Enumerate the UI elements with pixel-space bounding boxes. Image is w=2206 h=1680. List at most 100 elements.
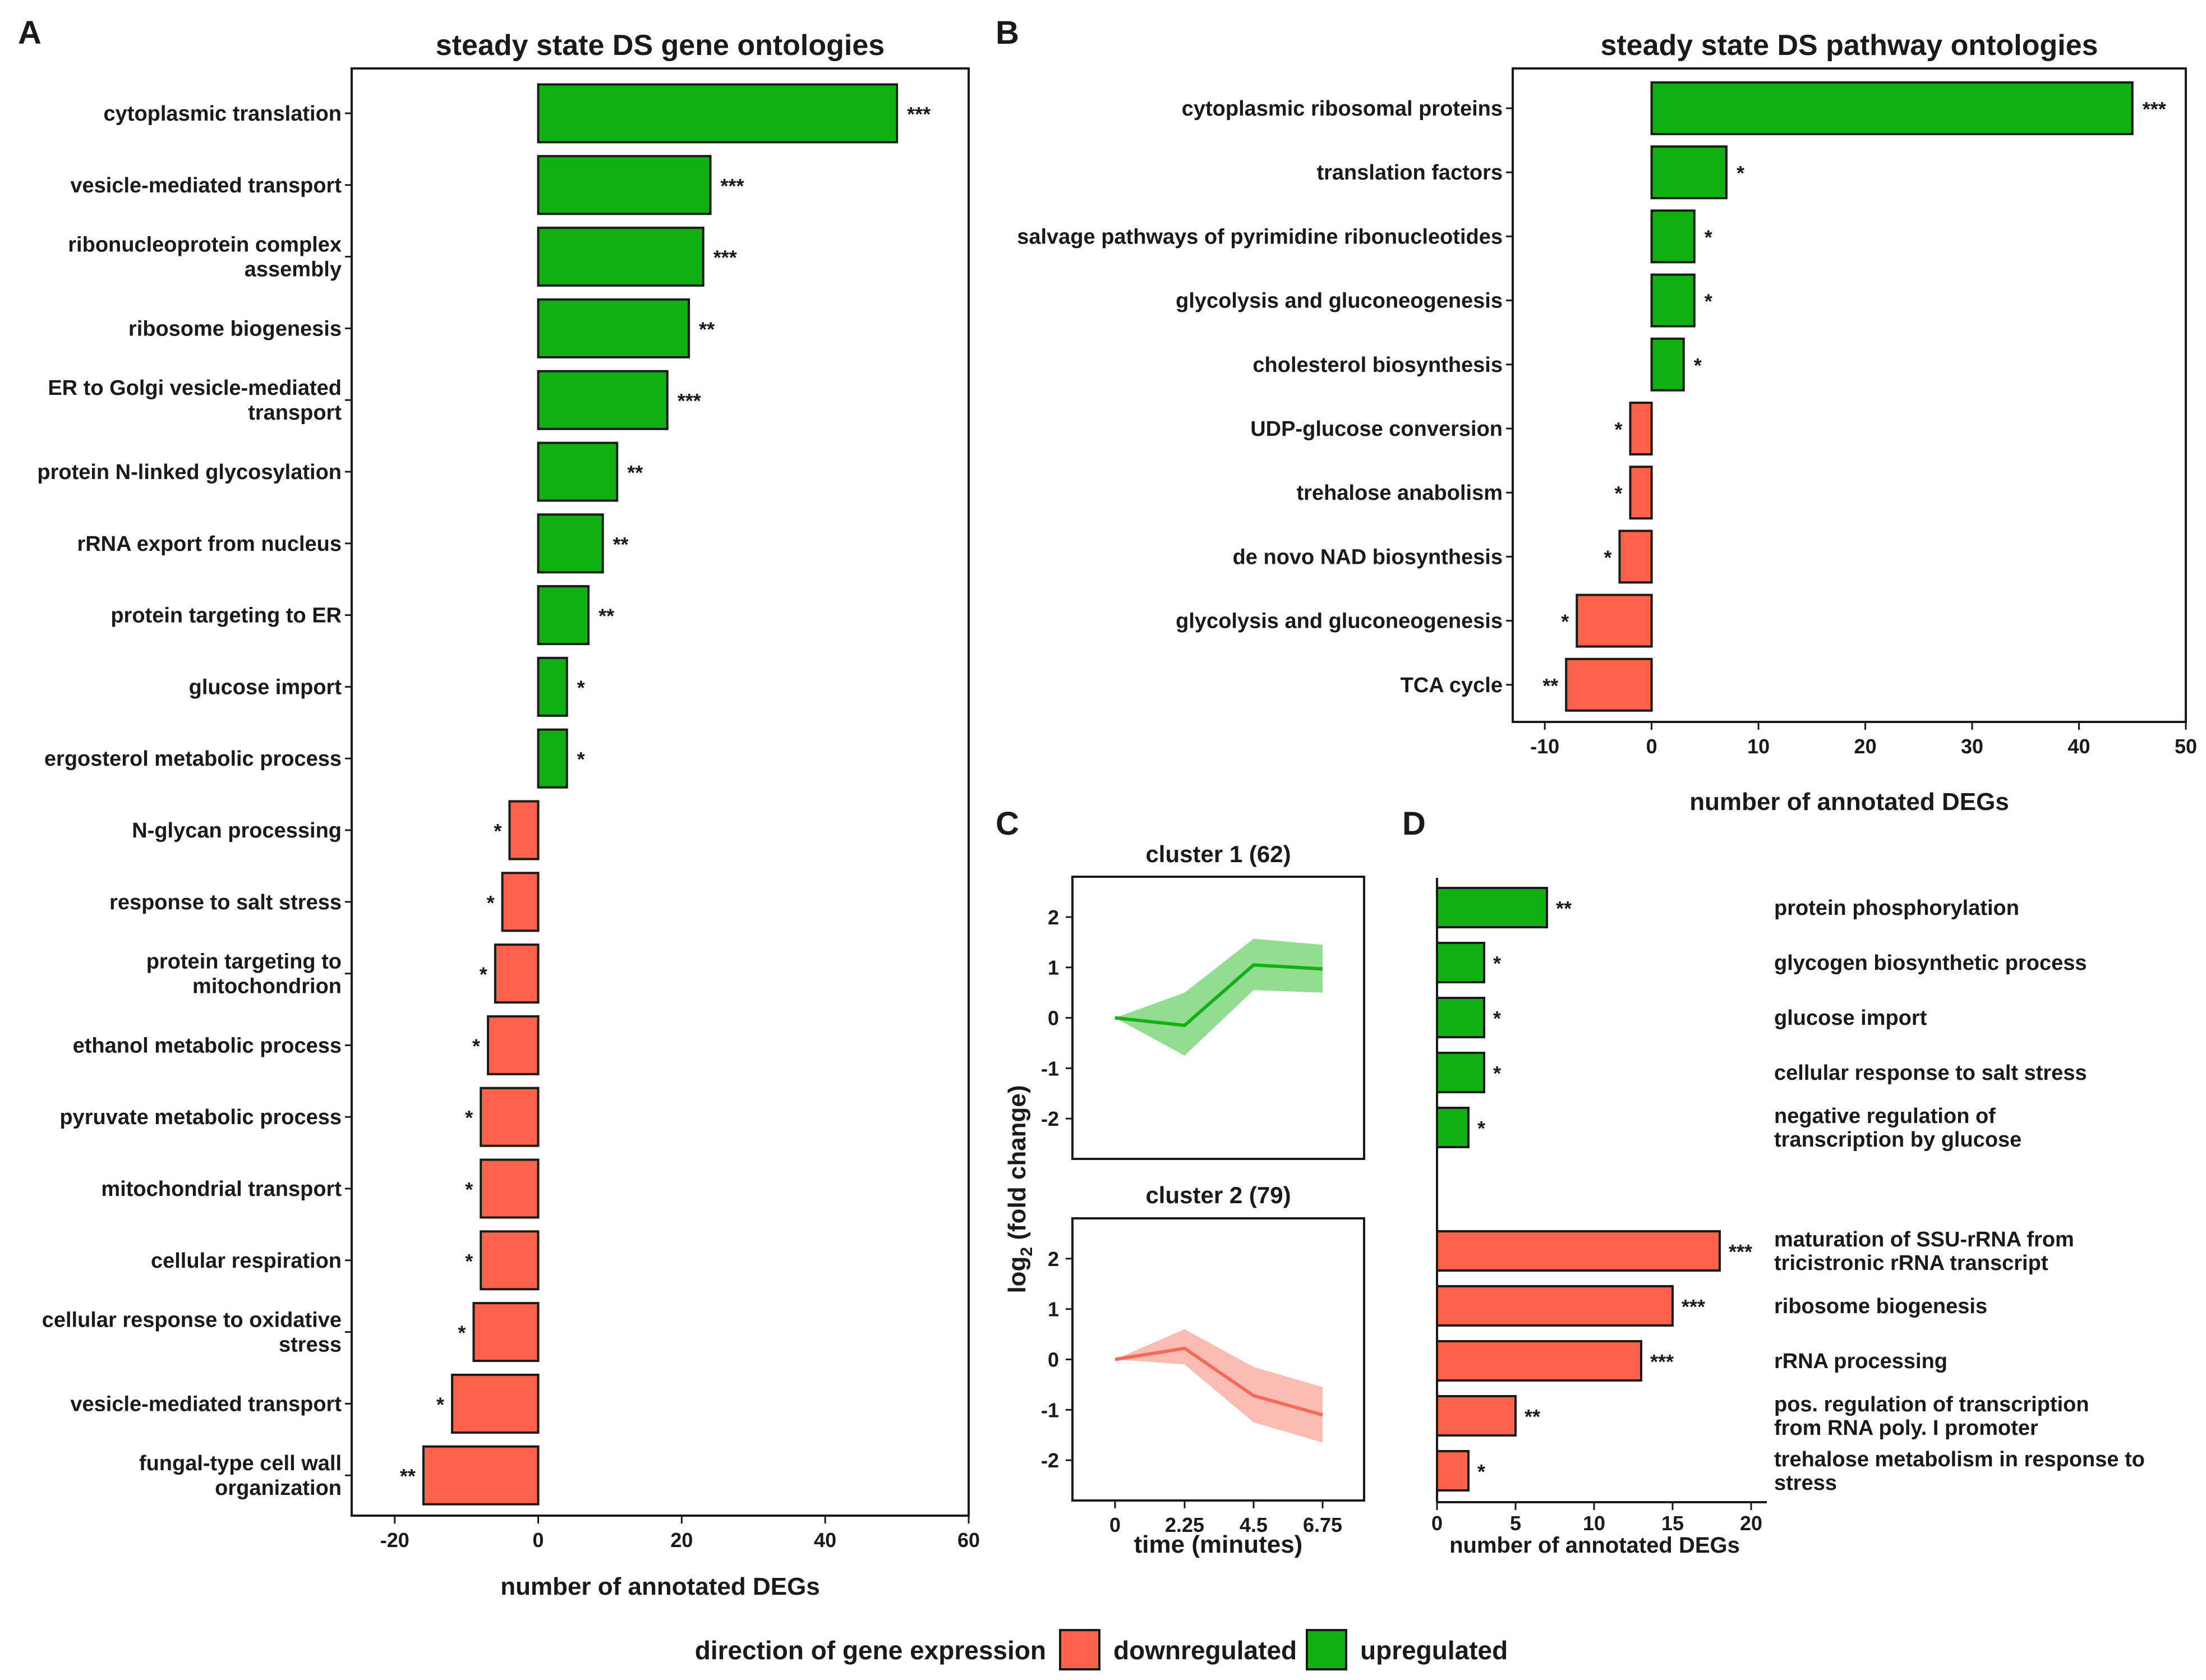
- category-label-line: rRNA processing: [1774, 1350, 1947, 1373]
- category-label-line: tricistronic rRNA transcript: [1774, 1251, 2048, 1275]
- y-tick-label-c1-4: -2: [1041, 1107, 1059, 1130]
- bar-d-4: [1436, 1107, 1470, 1148]
- significance-d-6: ***: [1682, 1295, 1705, 1318]
- x-tick-label-c-1: 2.25: [1165, 1513, 1204, 1536]
- category-label-line: mitochondrial transport: [101, 1177, 342, 1201]
- category-label-b-2: salvage pathways of pyrimidine ribonucle…: [1017, 225, 1503, 248]
- category-label-a-9: ergosterol metabolic process: [44, 747, 342, 771]
- bar-b-0: [1650, 81, 2134, 135]
- y-tick-label-c1-2: 0: [1048, 1007, 1059, 1030]
- bar-d-2: [1436, 997, 1485, 1038]
- category-label-a-12: protein targeting to mitochondrion: [146, 950, 342, 998]
- category-label-line: UDP-glucose conversion: [1250, 417, 1503, 441]
- category-label-line: pyruvate metabolic process: [59, 1106, 342, 1129]
- x-tick-label-b-3: 20: [1854, 735, 1877, 758]
- category-label-a-1: vesicle-mediated transport: [70, 174, 342, 197]
- bar-a-2: [537, 227, 704, 287]
- panel-a-x-axis-label: number of annotated DEGs: [500, 1573, 820, 1600]
- significance-d-3: *: [1493, 1062, 1501, 1085]
- category-label-line: from RNA poly. I promoter: [1774, 1416, 2038, 1440]
- mean-line-1: [1114, 963, 1323, 1028]
- cluster-1-title: cluster 1 (62): [1145, 841, 1291, 867]
- category-label-b-8: glycolysis and gluconeogenesis: [1176, 610, 1503, 633]
- significance-a-3: **: [699, 317, 715, 340]
- category-label-line: organization: [215, 1476, 342, 1500]
- x-tick-label-b-2: 10: [1747, 735, 1770, 758]
- panel-a-x-ticks: -20 0 20 40 60: [380, 1516, 980, 1552]
- category-label-d-2: glucose import: [1774, 1006, 1927, 1030]
- category-label-a-13: ethanol metabolic process: [73, 1034, 342, 1057]
- bar-d-0: [1436, 887, 1548, 928]
- category-label-line: protein N-linked glycosylation: [37, 461, 342, 484]
- significance-a-11: *: [487, 891, 495, 914]
- bar-a-15: [480, 1158, 540, 1219]
- bar-d-1: [1436, 942, 1485, 983]
- category-label-line: cellular response to salt stress: [1774, 1061, 2087, 1085]
- category-label-line: TCA cycle: [1401, 674, 1503, 697]
- x-tick-label-d-4: 20: [1740, 1512, 1762, 1535]
- bar-a-18: [451, 1373, 540, 1434]
- category-label-b-9: TCA cycle: [1401, 674, 1503, 697]
- category-label-d-4: negative regulation of transcription by g…: [1774, 1104, 2021, 1152]
- category-label-a-6: rRNA export from nucleus: [77, 532, 342, 556]
- significance-a-9: *: [577, 748, 585, 771]
- significance-d-9: *: [1477, 1460, 1485, 1483]
- category-label-line: trehalose metabolism in response to: [1774, 1448, 2145, 1471]
- x-tick-label-c-3: 6.75: [1303, 1513, 1342, 1536]
- category-label-b-5: UDP-glucose conversion: [1250, 417, 1503, 441]
- category-label-line: maturation of SSU-rRNA from: [1774, 1228, 2074, 1251]
- bar-a-13: [487, 1015, 540, 1075]
- category-label-line: transport: [248, 401, 342, 425]
- category-label-b-1: translation factors: [1316, 161, 1503, 185]
- bar-b-6: [1629, 466, 1653, 520]
- significance-b-5: *: [1615, 418, 1623, 441]
- significance-d-4: *: [1477, 1117, 1485, 1140]
- y-tick-label-c1-1: 1: [1048, 956, 1059, 979]
- category-label-b-4: cholesterol biosynthesis: [1252, 353, 1503, 377]
- panel-b: B steady state DS pathway ontologies ***…: [996, 15, 2197, 816]
- significance-b-6: *: [1615, 482, 1623, 505]
- significance-a-1: ***: [721, 174, 744, 197]
- category-label-a-2: ribonucleoprotein complex assembly: [68, 233, 342, 282]
- panel-c-y-axis-label: log2 (fold change): [1003, 1085, 1036, 1293]
- bar-a-10: [508, 800, 540, 860]
- bar-a-17: [472, 1302, 540, 1363]
- significance-b-4: *: [1694, 354, 1702, 377]
- x-tick-label-a-2: 20: [670, 1529, 693, 1552]
- significance-a-8: *: [577, 676, 585, 699]
- category-label-line: glycogen biosynthetic process: [1774, 951, 2087, 975]
- legend-upregulated-label: upregulated: [1360, 1636, 1508, 1665]
- significance-a-14: *: [465, 1106, 473, 1129]
- panel-c-letter: C: [996, 806, 1019, 842]
- panel-d-letter: D: [1402, 806, 1426, 842]
- category-label-line: cholesterol biosynthesis: [1252, 353, 1503, 377]
- panel-b-plot-frame: [1512, 67, 2187, 723]
- category-label-line: N-glycan processing: [132, 819, 342, 843]
- bar-d-7: [1436, 1340, 1642, 1382]
- significance-d-1: *: [1493, 952, 1501, 975]
- category-label-line: salvage pathways of pyrimidine ribonucle…: [1017, 225, 1503, 248]
- bar-d-3: [1436, 1052, 1485, 1093]
- x-tick-label-c-0: 0: [1109, 1513, 1121, 1536]
- significance-a-10: *: [494, 820, 501, 843]
- category-label-a-14: pyruvate metabolic process: [59, 1106, 342, 1129]
- bar-d-6: [1436, 1285, 1674, 1327]
- category-label-line: protein targeting to ER: [110, 604, 342, 628]
- category-label-line: translation factors: [1316, 161, 1503, 185]
- category-label-a-8: glucose import: [189, 675, 342, 699]
- panel-d: D * * protein phosphorylation * glycogen bio…: [1402, 806, 2145, 1558]
- significance-a-18: *: [436, 1393, 444, 1416]
- category-label-line: glycolysis and gluconeogenesis: [1176, 610, 1503, 633]
- category-label-line: glycolysis and gluconeogenesis: [1176, 289, 1503, 313]
- x-tick-label-a-1: 0: [533, 1529, 544, 1552]
- category-label-line: protein phosphorylation: [1774, 896, 2019, 920]
- category-label-a-15: mitochondrial transport: [101, 1177, 342, 1201]
- y-tick-label-c2-1: 1: [1048, 1298, 1059, 1321]
- bar-a-9: [537, 728, 568, 789]
- legend-upregulated-swatch: [1306, 1629, 1347, 1670]
- panel-a-bars: ***cytoplasmic translation***vesicle-med…: [37, 83, 931, 1506]
- bar-a-0: [537, 83, 899, 144]
- legend-title: direction of gene expression: [695, 1636, 1046, 1665]
- y-tick-label-c2-3: -1: [1041, 1398, 1059, 1421]
